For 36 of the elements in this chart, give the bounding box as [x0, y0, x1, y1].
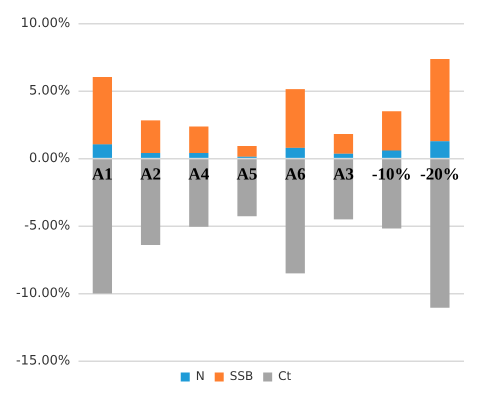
bar [286, 89, 305, 148]
y-tick-label: 0.00% [28, 151, 70, 166]
bar [430, 59, 450, 142]
legend-label: Ct [278, 369, 292, 384]
y-tick-label: -5.00% [24, 218, 70, 234]
bar [286, 148, 305, 158]
bar [237, 146, 257, 157]
legend-label: SSB [230, 369, 254, 384]
bar [92, 76, 112, 144]
x-tick-label: A1 [92, 164, 113, 184]
bar [92, 144, 112, 158]
bar [430, 141, 450, 158]
x-tick-label: A2 [140, 164, 161, 184]
x-tick-label: A5 [236, 164, 258, 184]
x-tick-label: -20% [420, 164, 460, 184]
bar [140, 159, 160, 246]
bar [189, 126, 208, 154]
legend-label: N [196, 369, 205, 384]
bar [334, 154, 354, 158]
bar [286, 159, 305, 274]
bar [189, 159, 208, 227]
x-tick-label: A4 [188, 164, 210, 184]
x-tick-label: -10% [372, 164, 412, 184]
y-tick-label: 10.00% [20, 16, 70, 32]
y-tick-label: -15.00% [16, 353, 70, 368]
bar [382, 150, 402, 158]
bar [140, 120, 160, 154]
x-tick-label: A6 [284, 164, 306, 184]
y-tick-label: -10.00% [16, 286, 70, 301]
bar [92, 159, 112, 294]
x-tick-label: A3 [333, 164, 354, 184]
bar [334, 134, 354, 154]
bar [382, 111, 402, 150]
y-tick-label: 5.00% [28, 84, 70, 99]
bar [140, 153, 160, 158]
bar [189, 153, 208, 158]
